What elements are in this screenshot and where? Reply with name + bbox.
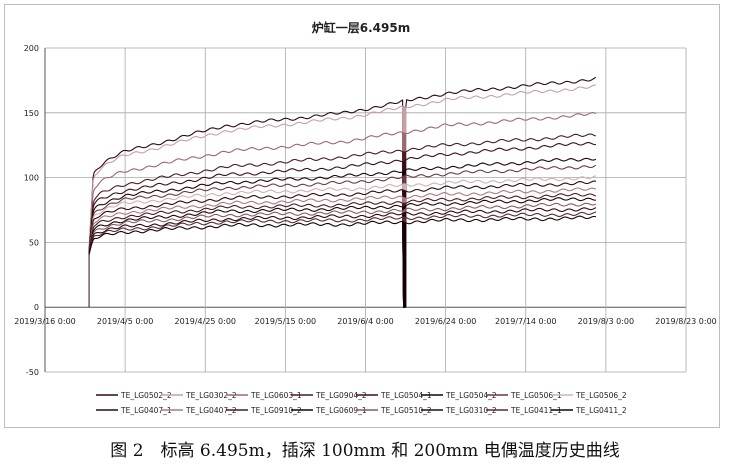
series-line — [88, 187, 597, 308]
series-line — [88, 142, 596, 308]
legend-label: TE_LG0302_2 — [185, 391, 237, 400]
legend-label: TE_LG0411_1 — [510, 406, 562, 415]
legend-label: TE_LG0910_2 — [250, 406, 302, 415]
series-line — [88, 84, 596, 308]
series-line — [88, 76, 597, 308]
x-tick-label: 2019/4/25 0:00 — [174, 317, 236, 326]
legend: TE_LG0502_2 TE_LG0302_2 TE_LG0603_1 TE_LG09… — [96, 391, 627, 415]
x-tick-label: 2019/7/14 0:00 — [495, 317, 557, 326]
x-tick-label: 2019/8/3 0:00 — [578, 317, 634, 326]
y-tick-label: 150 — [24, 109, 39, 118]
series-line — [88, 192, 597, 308]
series-line — [88, 175, 597, 308]
series-line — [88, 180, 597, 308]
x-tick-label: 2019/6/24 0:00 — [415, 317, 477, 326]
y-tick-label: 0 — [34, 303, 39, 312]
y-tick-label: 200 — [24, 44, 39, 53]
figure-caption: 图 2 标高 6.495m，插深 100mm 和 200mm 电偶温度历史曲线 — [110, 441, 620, 461]
legend-label: TE_LG0506_2 — [575, 391, 627, 400]
y-tick-label: 100 — [24, 174, 39, 183]
series-line — [88, 157, 597, 308]
legend-label: TE_LG0603_1 — [250, 391, 302, 400]
series-line — [88, 164, 597, 308]
series-line — [88, 207, 597, 308]
series-line — [88, 215, 597, 308]
x-tick-label: 2019/8/23 0:00 — [655, 317, 717, 326]
series-line — [88, 133, 597, 308]
legend-label: TE_LG0504_1 — [380, 391, 432, 400]
series-layer — [88, 76, 597, 308]
x-tick-label: 2019/6/4 0:00 — [337, 317, 393, 326]
y-tick-label: -50 — [26, 368, 39, 377]
series-line — [88, 197, 596, 308]
legend-label: TE_LG0510_2 — [380, 406, 432, 415]
x-tick-label: 2019/5/15 0:00 — [255, 317, 317, 326]
legend-label: TE_LG0506_1 — [510, 391, 562, 400]
legend-label: TE_LG0407_1 — [120, 406, 172, 415]
legend-label: TE_LG0504_2 — [445, 391, 497, 400]
legend-label: TE_LG0609_1 — [315, 406, 367, 415]
series-line — [88, 112, 597, 308]
legend-label: TE_LG0310_2 — [445, 406, 497, 415]
legend-label: TE_LG0904_2 — [315, 391, 367, 400]
legend-label: TE_LG0502_2 — [120, 391, 172, 400]
legend-label: TE_LG0411_2 — [575, 406, 627, 415]
x-tick-label: 2019/4/5 0:00 — [97, 317, 153, 326]
y-tick-label: 50 — [29, 238, 39, 247]
legend-label: TE_LG0407_2 — [185, 406, 237, 415]
series-line — [88, 211, 597, 308]
chart-title: 炉缸一层6.495m — [312, 20, 410, 35]
series-line — [88, 202, 597, 308]
